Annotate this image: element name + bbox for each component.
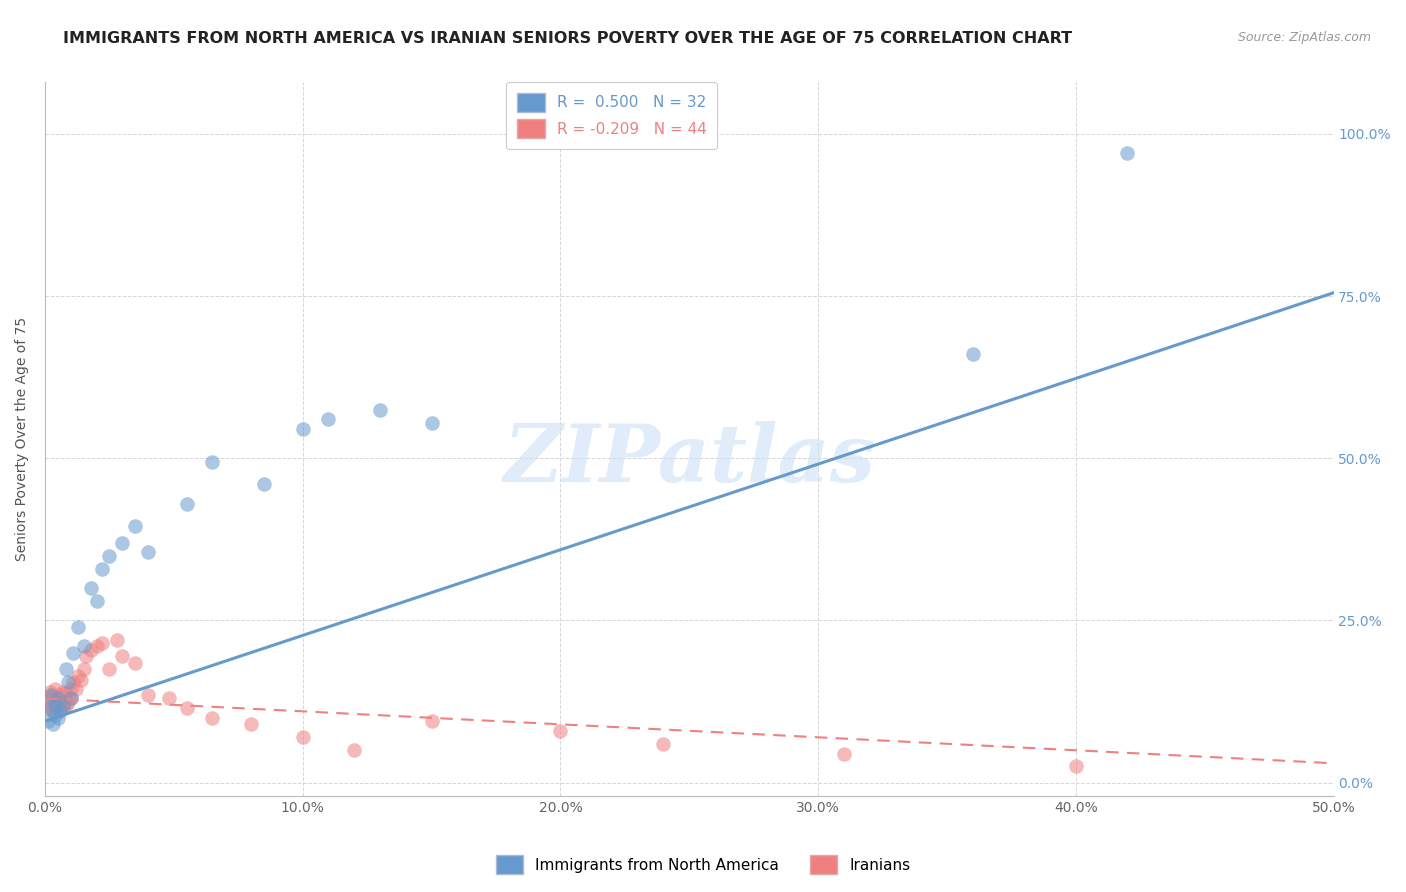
Point <box>75 649 97 664</box>
Legend: R =  0.500   N = 32, R = -0.209   N = 44: R = 0.500 N = 32, R = -0.209 N = 44 <box>506 82 717 149</box>
Point <box>111 649 134 664</box>
Point <box>39 685 62 699</box>
Point <box>318 412 340 426</box>
Point <box>41 717 63 731</box>
Point <box>550 723 572 738</box>
Point <box>55 662 77 676</box>
Point <box>136 545 159 559</box>
Point <box>55 699 77 714</box>
Point <box>368 402 391 417</box>
Point <box>56 675 79 690</box>
Point <box>291 422 314 436</box>
Point <box>41 704 63 718</box>
Point <box>86 594 108 608</box>
Point <box>49 701 72 715</box>
Point <box>111 535 134 549</box>
Point <box>105 632 128 647</box>
Point <box>652 737 675 751</box>
Point <box>343 743 366 757</box>
Point <box>1116 146 1139 161</box>
Point <box>37 691 59 706</box>
Point <box>46 691 69 706</box>
Point <box>1064 759 1087 773</box>
Point <box>49 704 72 718</box>
Point <box>201 454 224 468</box>
Point <box>37 701 59 715</box>
Point <box>62 646 84 660</box>
Point <box>44 707 66 722</box>
Point <box>52 701 75 715</box>
Point <box>291 731 314 745</box>
Point <box>124 656 146 670</box>
Point <box>70 673 93 688</box>
Point <box>176 497 198 511</box>
Point <box>44 681 66 696</box>
Point <box>59 691 82 706</box>
Point <box>80 642 103 657</box>
Point <box>72 640 94 654</box>
Point <box>67 620 90 634</box>
Point <box>39 688 62 702</box>
Point <box>65 681 87 696</box>
Point <box>59 691 82 706</box>
Point <box>46 692 69 706</box>
Point <box>136 688 159 702</box>
Point <box>67 668 90 682</box>
Point <box>41 688 63 702</box>
Point <box>86 640 108 654</box>
Point <box>98 662 121 676</box>
Point <box>55 686 77 700</box>
Point <box>962 347 984 361</box>
Point <box>420 714 443 728</box>
Point <box>37 714 59 728</box>
Point <box>832 747 855 761</box>
Point <box>52 685 75 699</box>
Point <box>72 662 94 676</box>
Point <box>62 675 84 690</box>
Point <box>39 698 62 712</box>
Point <box>56 695 79 709</box>
Point <box>98 549 121 563</box>
Point <box>90 636 112 650</box>
Text: ZIPatlas: ZIPatlas <box>503 421 876 499</box>
Point <box>46 711 69 725</box>
Point <box>52 697 75 711</box>
Point <box>80 581 103 595</box>
Legend: Immigrants from North America, Iranians: Immigrants from North America, Iranians <box>489 849 917 880</box>
Point <box>46 699 69 714</box>
Point <box>240 717 263 731</box>
Point <box>49 688 72 702</box>
Point <box>157 691 180 706</box>
Text: Source: ZipAtlas.com: Source: ZipAtlas.com <box>1237 31 1371 45</box>
Point <box>44 695 66 709</box>
Point <box>420 416 443 430</box>
Point <box>59 681 82 696</box>
Point <box>201 711 224 725</box>
Y-axis label: Seniors Poverty Over the Age of 75: Seniors Poverty Over the Age of 75 <box>15 317 30 561</box>
Point <box>253 477 276 491</box>
Point <box>90 561 112 575</box>
Point <box>124 519 146 533</box>
Point <box>44 698 66 712</box>
Text: IMMIGRANTS FROM NORTH AMERICA VS IRANIAN SENIORS POVERTY OVER THE AGE OF 75 CORR: IMMIGRANTS FROM NORTH AMERICA VS IRANIAN… <box>63 31 1073 46</box>
Point <box>176 701 198 715</box>
Point <box>39 701 62 715</box>
